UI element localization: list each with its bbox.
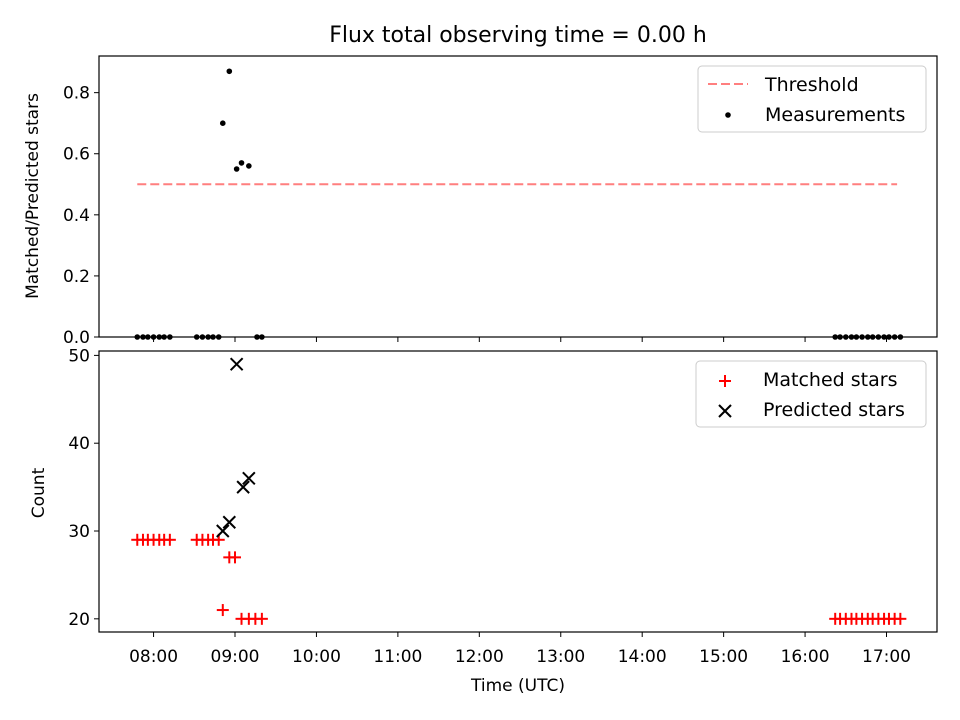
legend-predicted-label: Predicted stars bbox=[763, 399, 905, 421]
top-x-ticks bbox=[153, 337, 888, 342]
y-tick-label: 30 bbox=[68, 522, 90, 542]
y-tick-label: 0.6 bbox=[63, 145, 90, 165]
predicted-star-point bbox=[222, 515, 237, 529]
matched-star-point bbox=[163, 533, 176, 546]
measurement-point bbox=[219, 120, 226, 126]
top-legend: Threshold Measurements bbox=[697, 65, 927, 133]
top-y-axis-label: Matched/Predicted stars bbox=[23, 93, 43, 299]
x-tick-label: 11:00 bbox=[373, 647, 422, 667]
legend-matched-label: Matched stars bbox=[763, 369, 897, 391]
y-tick-label: 20 bbox=[68, 610, 90, 630]
predicted-star-point bbox=[229, 357, 244, 371]
y-tick-label: 50 bbox=[68, 346, 90, 366]
x-tick-label: 17:00 bbox=[862, 647, 911, 667]
measurement-point bbox=[238, 160, 245, 166]
panel-bottom: Count Time (UTC) 20 30 40 50 08:00 09:00 10:0… bbox=[29, 346, 938, 696]
panel-top: Flux total observing time = 0.00 h Match… bbox=[23, 23, 938, 348]
y-tick-label: 0.4 bbox=[63, 206, 90, 226]
x-tick-label: 09:00 bbox=[211, 647, 260, 667]
measurement-point bbox=[226, 68, 233, 75]
bottom-legend: Matched stars Predicted stars bbox=[695, 360, 927, 428]
legend-threshold-label: Threshold bbox=[764, 74, 859, 96]
bottom-axes-frame bbox=[98, 350, 938, 633]
measurement-point bbox=[233, 166, 240, 172]
y-tick-label: 40 bbox=[68, 434, 90, 454]
bottom-y-axis-label: Count bbox=[29, 467, 49, 518]
x-tick-label: 15:00 bbox=[699, 647, 748, 667]
top-legend-box bbox=[697, 65, 927, 133]
y-tick-label: 0.8 bbox=[63, 84, 90, 104]
x-axis-label: Time (UTC) bbox=[470, 676, 565, 696]
top-y-ticks: 0.0 0.2 0.4 0.6 0.8 bbox=[63, 84, 99, 348]
y-tick-label: 0.2 bbox=[63, 267, 90, 287]
matched-star-point bbox=[229, 551, 242, 564]
matched-star-point bbox=[216, 604, 229, 617]
x-tick-label: 12:00 bbox=[455, 647, 504, 667]
x-tick-label: 08:00 bbox=[129, 647, 178, 667]
predicted-star-point bbox=[236, 480, 250, 494]
x-tick-label: 14:00 bbox=[618, 647, 667, 667]
top-plot-marks bbox=[134, 68, 904, 340]
legend-predicted-swatch bbox=[718, 404, 732, 418]
bottom-y-ticks: 20 30 40 50 bbox=[68, 346, 99, 630]
matched-star-point bbox=[255, 612, 268, 625]
top-axes-frame bbox=[98, 55, 938, 338]
x-tick-label: 16:00 bbox=[781, 647, 830, 667]
legend-measurements-label: Measurements bbox=[765, 104, 905, 126]
y-tick-label: 0.0 bbox=[63, 328, 90, 348]
predicted-star-point bbox=[242, 471, 256, 486]
x-tick-label: 13:00 bbox=[536, 647, 585, 667]
predicted-star-point bbox=[216, 524, 230, 538]
bottom-x-ticks: 08:00 09:00 10:00 11:00 12:00 13:00 14:00 15:00… bbox=[129, 632, 911, 667]
measurement-point bbox=[246, 163, 252, 169]
bottom-plot-marks bbox=[131, 357, 907, 625]
chart-title: Flux total observing time = 0.00 h bbox=[329, 23, 707, 48]
matched-star-point bbox=[894, 612, 907, 625]
legend-measurements-swatch bbox=[725, 112, 731, 118]
x-tick-label: 10:00 bbox=[292, 647, 341, 667]
bottom-legend-box bbox=[695, 360, 927, 428]
legend-matched-swatch bbox=[719, 375, 731, 387]
